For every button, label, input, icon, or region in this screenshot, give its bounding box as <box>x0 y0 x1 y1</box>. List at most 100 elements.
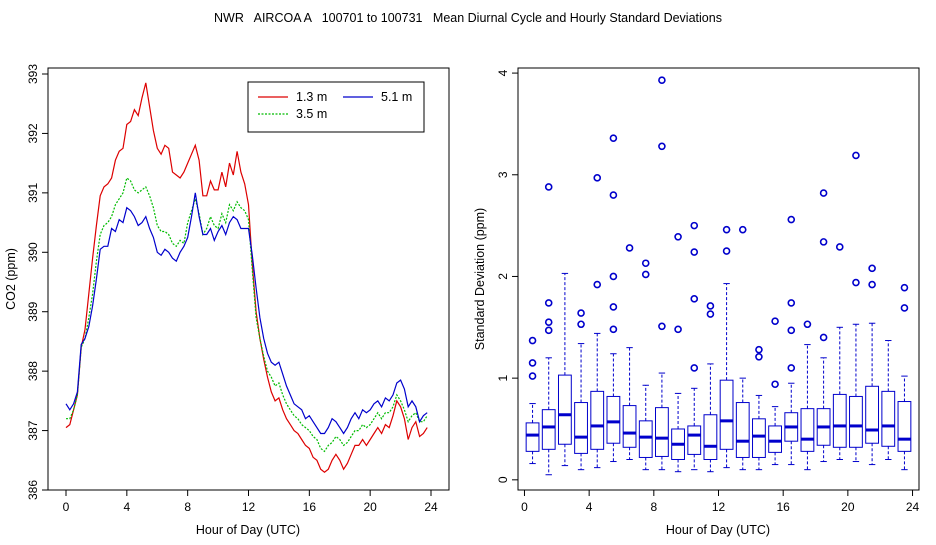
boxplot-outlier <box>900 283 909 292</box>
boxplot-outlier <box>544 183 553 191</box>
boxplot-outlier <box>544 299 553 307</box>
boxplot-12 <box>719 225 734 469</box>
legend-label-1: 3.5 m <box>296 107 327 121</box>
boxplot-3 <box>574 309 588 471</box>
left-y-tick-label-0: 386 <box>26 480 40 500</box>
boxplot-outlier <box>609 325 618 334</box>
boxplot-11 <box>703 302 718 473</box>
boxplot-outlier <box>690 295 699 303</box>
boxplot-box <box>832 393 847 448</box>
left-x-axis: 0 4 8 12 16 20 24 <box>63 490 438 514</box>
legend: 1.3 m 3.5 m 5.1 m <box>247 81 425 133</box>
boxplot-outlier <box>609 303 618 311</box>
legend-label-0: 1.3 m <box>296 90 327 104</box>
series-line-1 <box>66 176 428 453</box>
left-y-tick-label-3: 389 <box>26 301 40 321</box>
boxplot-6 <box>622 244 637 460</box>
boxplot-box <box>881 390 896 447</box>
boxplot-outlier <box>609 272 618 281</box>
boxplot-9 <box>671 233 685 473</box>
boxplot-14 <box>752 345 766 471</box>
boxplot-outlier <box>544 326 553 335</box>
left-x-tick-label-2: 8 <box>184 500 191 514</box>
boxplot-box <box>687 425 702 455</box>
boxplot-outlier <box>852 278 860 287</box>
boxplot-box <box>622 405 637 448</box>
boxplot-4 <box>590 174 605 469</box>
boxplot-outlier <box>900 304 909 312</box>
boxplot-box <box>557 374 572 445</box>
boxplot-outlier <box>593 174 602 182</box>
boxplot-box <box>638 420 653 458</box>
right-boxplots <box>525 76 912 476</box>
left-series-lines <box>65 82 428 473</box>
boxplot-outlier <box>787 215 796 224</box>
boxplot-outlier <box>690 221 699 230</box>
left-y-tick-label-2: 388 <box>26 361 40 381</box>
left-x-tick-label-3: 12 <box>242 500 256 514</box>
boxplot-outlier <box>577 309 585 317</box>
boxplot-outlier <box>819 333 828 342</box>
boxplot-outlier <box>609 134 618 142</box>
boxplot-outlier <box>674 233 682 241</box>
boxplot-outlier <box>577 320 585 329</box>
boxplot-13 <box>735 225 750 471</box>
boxplot-outlier <box>771 380 779 389</box>
legend-label-2: 5.1 m <box>381 90 412 104</box>
boxplot-outlier <box>771 317 779 326</box>
boxplot-outlier <box>658 142 666 151</box>
right-x-tick-label-3: 12 <box>712 500 726 514</box>
boxplot-box <box>752 418 766 458</box>
left-y-tick-label-4: 390 <box>26 242 40 262</box>
boxplot-outlier <box>722 225 731 234</box>
boxplot-outlier <box>641 270 650 279</box>
left-y-tick-label-7: 393 <box>26 64 40 84</box>
left-x-tick-label-4: 16 <box>303 500 317 514</box>
boxplot-box <box>590 390 605 450</box>
right-y-tick-label-4: 4 <box>496 69 510 76</box>
boxplot-0 <box>525 336 540 465</box>
boxplot-outlier <box>690 248 699 256</box>
boxplot-15 <box>768 317 782 466</box>
boxplot-box <box>655 407 669 457</box>
boxplot-outlier <box>528 359 537 367</box>
boxplot-19 <box>832 243 847 460</box>
boxplot-18 <box>816 189 831 463</box>
left-y-tick-label-5: 391 <box>26 183 40 203</box>
boxplot-outlier <box>819 238 828 246</box>
boxplot-box <box>735 402 750 458</box>
left-y-axis: 386 387 388 389 390 391 392 393 <box>26 64 48 500</box>
boxplot-17 <box>800 320 815 471</box>
boxplot-outlier <box>674 325 682 334</box>
boxplot-10 <box>687 221 702 471</box>
right-y-tick-label-1: 1 <box>496 374 510 381</box>
boxplot-box <box>800 408 815 452</box>
boxplot-outlier <box>835 243 844 251</box>
legend-box <box>247 81 425 133</box>
boxplot-box <box>897 401 912 452</box>
left-x-tick-label-6: 24 <box>424 500 438 514</box>
boxplot-outlier <box>738 225 747 234</box>
right-x-tick-label-5: 20 <box>841 500 855 514</box>
right-y-axis: 0 1 2 3 4 <box>496 69 518 483</box>
boxplot-outlier <box>755 345 763 354</box>
boxplot-outlier <box>690 364 699 372</box>
boxplot-outlier <box>868 264 876 273</box>
boxplot-outlier <box>528 336 537 345</box>
boxplot-1 <box>541 183 556 476</box>
boxplot-outlier <box>819 189 828 197</box>
boxplot-box <box>865 385 880 444</box>
right-x-tick-label-6: 24 <box>906 500 920 514</box>
boxplot-outlier <box>755 352 763 361</box>
boxplot-box <box>525 422 540 452</box>
left-y-axis-label: CO2 (ppm) <box>4 248 18 310</box>
boxplot-2 <box>557 272 572 467</box>
boxplot-outlier <box>625 244 634 252</box>
left-y-tick-label-6: 392 <box>26 123 40 143</box>
boxplot-22 <box>881 340 896 460</box>
boxplot-box <box>574 402 588 454</box>
right-y-tick-label-3: 3 <box>496 171 510 178</box>
left-x-axis-label: Hour of Day (UTC) <box>196 523 300 537</box>
